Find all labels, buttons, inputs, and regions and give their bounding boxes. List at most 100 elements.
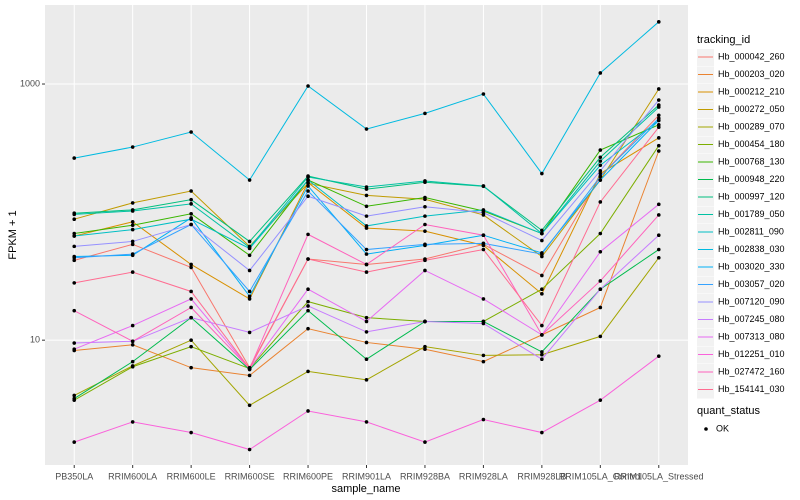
data-point — [364, 247, 369, 252]
data-point — [656, 149, 661, 153]
data-point — [247, 373, 252, 378]
data-point — [306, 232, 310, 237]
data-point — [364, 357, 369, 362]
legend-label: Hb_007245_080 — [718, 314, 785, 324]
data-point — [481, 184, 486, 188]
data-point — [540, 323, 544, 328]
data-point — [189, 130, 193, 134]
data-point — [540, 252, 544, 256]
legend-label: Hb_007120_090 — [718, 296, 785, 306]
data-point — [540, 292, 544, 296]
data-point — [656, 255, 661, 260]
data-point — [364, 319, 369, 324]
data-point — [247, 366, 252, 371]
data-point — [72, 231, 77, 236]
data-point — [72, 396, 77, 401]
data-point — [306, 409, 310, 413]
data-point — [130, 420, 135, 424]
legend-label: Hb_000454_180 — [718, 139, 785, 149]
legend-label: Hb_002811_090 — [718, 226, 784, 236]
data-point — [130, 145, 135, 149]
data-point — [364, 214, 369, 218]
legend-label: Hb_000948_220 — [718, 174, 785, 184]
data-point — [130, 364, 135, 369]
x-tick-label: RRIM105LA_Stressed — [614, 471, 704, 481]
data-point — [656, 233, 661, 238]
data-point — [130, 359, 135, 364]
data-point — [130, 323, 135, 328]
data-point — [130, 239, 135, 244]
data-point — [423, 179, 427, 183]
legend-label: Hb_000212_210 — [718, 86, 785, 96]
data-point — [481, 241, 486, 246]
data-point — [189, 197, 193, 202]
data-point — [423, 195, 427, 200]
data-point — [189, 211, 193, 216]
data-point — [189, 216, 193, 220]
data-point — [72, 281, 77, 285]
data-point — [481, 210, 486, 215]
data-point — [598, 249, 603, 254]
data-point — [656, 98, 661, 102]
data-point — [189, 365, 193, 370]
data-point — [130, 223, 135, 228]
data-point — [130, 209, 135, 213]
data-point — [598, 178, 603, 182]
legend-label: Hb_007313_080 — [718, 331, 785, 341]
legend-label: Hb_000042_260 — [718, 51, 785, 61]
data-point — [189, 430, 193, 435]
data-point — [306, 194, 310, 199]
data-point — [656, 136, 661, 140]
data-point — [72, 255, 77, 260]
data-point — [423, 347, 427, 352]
data-point — [598, 200, 603, 204]
data-point — [364, 127, 369, 131]
legend-title: tracking_id — [697, 34, 750, 46]
data-point — [598, 279, 603, 283]
data-point — [598, 148, 603, 152]
data-point — [423, 319, 427, 324]
data-point — [364, 185, 369, 189]
data-point — [423, 258, 427, 263]
data-point — [540, 238, 544, 243]
data-point — [598, 71, 603, 75]
data-point — [364, 224, 369, 228]
data-point — [423, 229, 427, 233]
data-point — [540, 228, 544, 233]
data-point — [247, 178, 252, 182]
data-point — [598, 155, 603, 160]
x-tick-label: RRIM600PE — [283, 471, 333, 481]
data-point — [656, 116, 661, 121]
data-point — [189, 222, 193, 227]
data-point — [540, 273, 544, 278]
data-point — [540, 350, 544, 354]
legend-label: Hb_003020_330 — [718, 261, 785, 271]
data-point — [364, 262, 369, 267]
data-point — [72, 440, 77, 444]
data-point — [189, 262, 193, 267]
legend-label: Hb_012251_010 — [718, 349, 785, 359]
data-point — [247, 246, 252, 251]
data-point — [598, 334, 603, 339]
x-tick-label: RRIM928LA — [459, 471, 508, 481]
data-point — [423, 222, 427, 227]
data-point — [481, 321, 486, 326]
x-tick-label: PB350LA — [55, 471, 93, 481]
data-point — [247, 268, 252, 273]
data-point — [481, 233, 486, 238]
data-point — [598, 287, 603, 292]
data-point — [306, 184, 310, 188]
legend-label: Hb_001789_050 — [718, 209, 785, 219]
data-point — [364, 315, 369, 320]
data-point — [306, 189, 310, 193]
data-point — [189, 189, 193, 193]
data-point — [306, 84, 310, 88]
data-point — [423, 268, 427, 273]
data-point — [72, 156, 77, 160]
data-point — [364, 330, 369, 334]
data-point — [656, 202, 661, 207]
data-point — [72, 234, 77, 238]
data-point — [656, 213, 661, 217]
data-point — [656, 125, 661, 130]
